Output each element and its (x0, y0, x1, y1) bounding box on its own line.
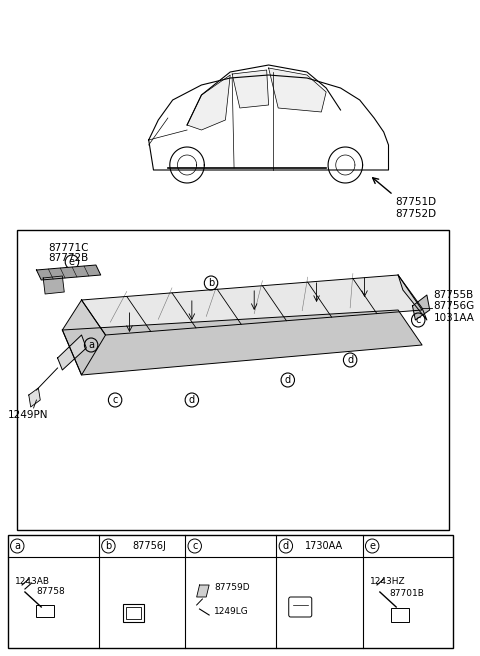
Text: 87755B: 87755B (433, 290, 474, 300)
Polygon shape (412, 295, 430, 320)
Bar (391, 608, 408, 622)
Bar (17, 230, 449, 530)
Text: a: a (14, 541, 20, 551)
Polygon shape (36, 265, 101, 280)
Text: c: c (416, 315, 421, 325)
Polygon shape (398, 275, 427, 320)
Text: 1730AA: 1730AA (305, 541, 343, 551)
Text: e: e (69, 257, 75, 267)
Text: c: c (192, 541, 197, 551)
Text: 87758: 87758 (36, 588, 65, 596)
Text: 1249LG: 1249LG (214, 607, 249, 617)
Polygon shape (197, 585, 209, 597)
Text: 1249PN: 1249PN (8, 410, 48, 420)
Text: d: d (285, 375, 291, 385)
Text: c: c (112, 395, 118, 405)
Polygon shape (43, 276, 64, 294)
Bar (126, 607, 141, 619)
Text: a: a (88, 340, 94, 350)
Bar (8, 535, 453, 648)
Text: d: d (189, 395, 195, 405)
Polygon shape (62, 310, 422, 375)
Polygon shape (269, 68, 326, 112)
Bar (36, 605, 54, 617)
Text: 87701B: 87701B (389, 590, 424, 598)
Text: 87771C: 87771C (48, 243, 88, 253)
Text: 87756G: 87756G (433, 301, 475, 311)
Text: e: e (369, 541, 375, 551)
Text: 1243HZ: 1243HZ (370, 577, 406, 586)
Polygon shape (58, 335, 86, 370)
Text: b: b (105, 541, 111, 551)
Bar (123, 604, 144, 622)
Polygon shape (62, 300, 106, 375)
Polygon shape (29, 388, 40, 407)
Polygon shape (232, 70, 269, 108)
Text: 87752D: 87752D (395, 209, 436, 219)
Text: 1243AB: 1243AB (15, 577, 50, 586)
Text: b: b (208, 278, 214, 288)
Text: d: d (283, 541, 289, 551)
Polygon shape (82, 275, 422, 335)
Polygon shape (187, 75, 230, 130)
Text: 87756J: 87756J (132, 541, 166, 551)
Text: 87751D: 87751D (395, 197, 436, 207)
Text: d: d (347, 355, 353, 365)
Text: 87759D: 87759D (214, 583, 250, 592)
Text: 87772B: 87772B (48, 253, 88, 263)
Text: 1031AA: 1031AA (433, 313, 474, 323)
